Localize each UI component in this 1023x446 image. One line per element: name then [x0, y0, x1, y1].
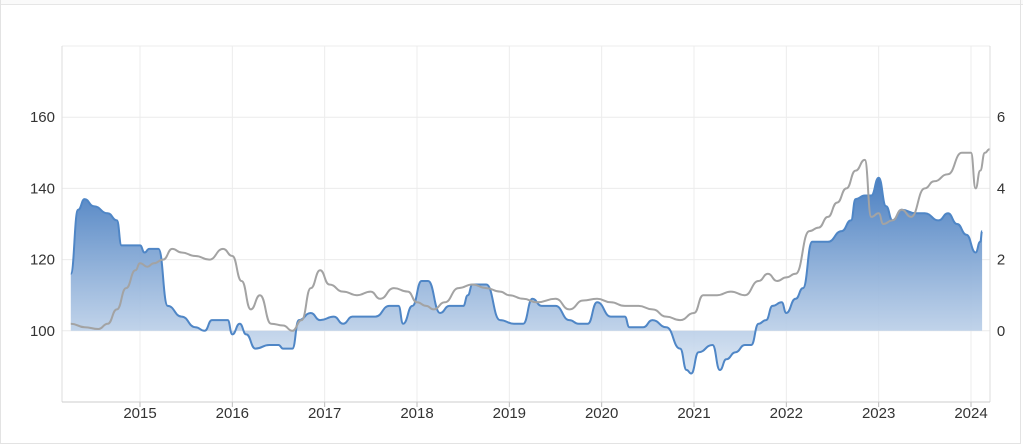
series-line-primary — [69, 176, 984, 375]
x-tick-label: 2015 — [123, 405, 156, 422]
x-tick-label: 2016 — [216, 405, 249, 422]
x-tick-label: 2023 — [862, 405, 895, 422]
series-area-fill — [70, 177, 983, 374]
x-tick-label: 2021 — [677, 405, 710, 422]
grid — [61, 45, 991, 407]
y-left-tick-label: 140 — [30, 180, 55, 197]
y-right-tick-label: 6 — [997, 109, 1005, 126]
y-right-tick-label: 4 — [997, 180, 1005, 197]
x-tick-label: 2019 — [493, 405, 526, 422]
x-tick-label: 2020 — [585, 405, 618, 422]
y-left-tick-label: 100 — [30, 323, 55, 340]
y-left-tick-label: 160 — [30, 109, 55, 126]
top-border — [0, 0, 1023, 5]
y-right-tick-label: 2 — [997, 252, 1005, 269]
tick-labels: 100 120 140 160 0 2 4 6 2015 2016 2017 2018 2019 2020… — [30, 109, 1005, 422]
y-left-tick-label: 120 — [30, 252, 55, 269]
x-tick-label: 2018 — [400, 405, 433, 422]
y-right-tick-label: 0 — [997, 323, 1005, 340]
series-layer — [69, 148, 990, 375]
x-tick-label: 2024 — [954, 405, 987, 422]
series-line-secondary — [70, 148, 990, 332]
x-tick-label: 2017 — [308, 405, 341, 422]
x-tick-label: 2022 — [770, 405, 803, 422]
